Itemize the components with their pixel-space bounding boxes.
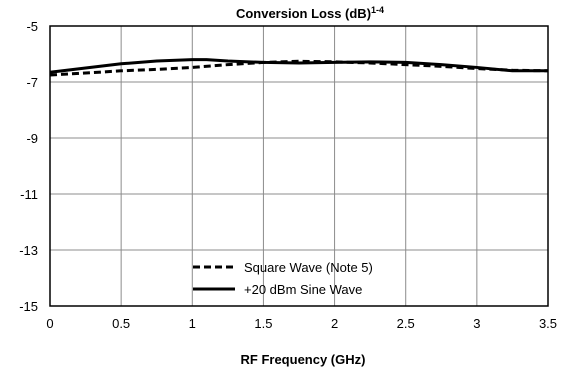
x-tick-label: 0.5 (112, 316, 130, 331)
y-tick-label: -11 (20, 187, 38, 202)
x-tick-label: 0 (46, 316, 53, 331)
y-axis-ticks: -5 -7 -9 -11 -13 -15 (19, 19, 38, 314)
y-tick-label: -7 (26, 75, 38, 90)
x-tick-label: 2 (331, 316, 338, 331)
x-tick-label: 3 (473, 316, 480, 331)
x-tick-label: 2.5 (397, 316, 415, 331)
plot-area (49, 25, 549, 307)
legend-label: Square Wave (Note 5) (244, 260, 373, 275)
chart-title-superscript: 1-4 (371, 5, 384, 15)
chart-title: Conversion Loss (dB)1-4 (236, 5, 384, 21)
y-tick-label: -5 (26, 19, 38, 34)
y-tick-label: -13 (19, 243, 38, 258)
legend-label: +20 dBm Sine Wave (244, 282, 362, 297)
series-layer (49, 58, 549, 77)
x-tick-label: 1.5 (254, 316, 272, 331)
x-tick-label: 1 (189, 316, 196, 331)
series-line-sine-wave (49, 58, 548, 74)
y-tick-label: -15 (19, 299, 38, 314)
x-axis-ticks: 0 0.5 1 1.5 2 2.5 3 3.5 (46, 316, 557, 331)
x-axis-label: RF Frequency (GHz) (241, 352, 366, 367)
chart-title-main: Conversion Loss (dB) (236, 6, 371, 21)
x-tick-label: 3.5 (539, 316, 557, 331)
series-line-square-wave (49, 59, 549, 77)
y-tick-label: -9 (26, 131, 38, 146)
legend: Square Wave (Note 5) +20 dBm Sine Wave (193, 260, 373, 297)
